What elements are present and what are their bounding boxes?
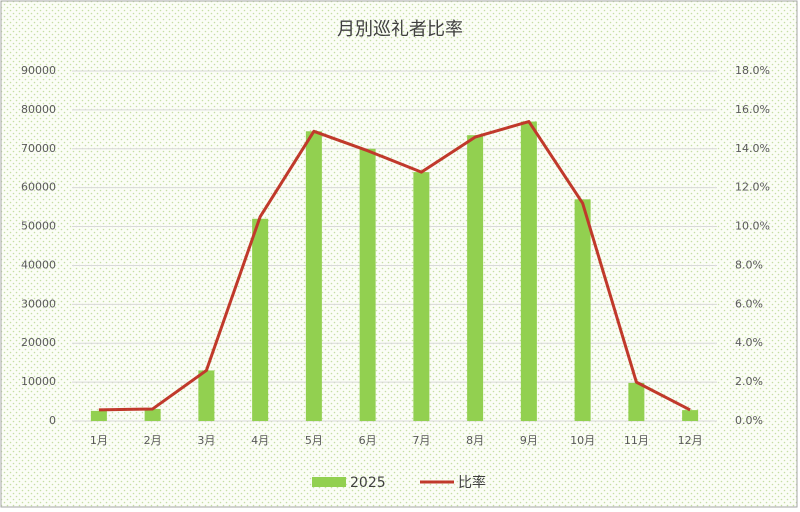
legend-swatch [312,477,346,487]
bar [144,408,161,421]
bar [305,131,322,421]
y2-tick-label: 16.0% [735,103,770,116]
x-tick-label: 12月 [678,434,703,447]
bar [198,370,215,421]
bar [90,410,107,421]
y-tick-label: 90000 [21,64,56,77]
x-tick-label: 10月 [570,434,595,447]
line [98,120,691,412]
y-tick-label: 10000 [21,375,56,388]
legend-label: 比率 [458,474,486,491]
bar [682,410,699,421]
y2-tick-label: 18.0% [735,64,770,77]
y2-tick-label: 0.0% [735,414,763,427]
x-tick-label: 4月 [251,434,269,447]
x-tick-label: 3月 [197,434,215,447]
x-tick-label: 7月 [412,434,430,447]
y2-tick-label: 14.0% [735,142,770,155]
y-tick-label: 60000 [21,181,56,194]
bar [628,382,645,421]
x-tick-label: 8月 [466,434,484,447]
y2-tick-label: 12.0% [735,181,770,194]
x-tick-label: 1月 [90,434,108,447]
bar [252,218,269,421]
x-tick-label: 5月 [305,434,323,447]
chart-title: 月別巡礼者比率 [337,19,463,40]
y-tick-label: 0 [49,414,56,427]
y2-tick-label: 10.0% [735,220,770,233]
y-tick-label: 70000 [21,142,56,155]
y2-tick-label: 6.0% [735,297,763,310]
y-tick-label: 20000 [21,336,56,349]
y-tick-label: 50000 [21,220,56,233]
x-tick-label: 2月 [144,434,162,447]
bar [413,172,430,421]
x-tick-label: 11月 [624,434,649,447]
x-tick-label: 9月 [520,434,538,447]
y2-tick-label: 2.0% [735,375,763,388]
bar [359,148,376,421]
bar [574,199,591,421]
x-tick-label: 6月 [359,434,377,447]
y2-tick-label: 8.0% [735,258,763,271]
bar [467,135,484,421]
legend-label: 2025 [350,475,386,491]
y-tick-label: 40000 [21,258,56,271]
y2-tick-label: 4.0% [735,336,763,349]
bar [520,121,537,422]
y-tick-label: 30000 [21,297,56,310]
y-tick-label: 80000 [21,103,56,116]
